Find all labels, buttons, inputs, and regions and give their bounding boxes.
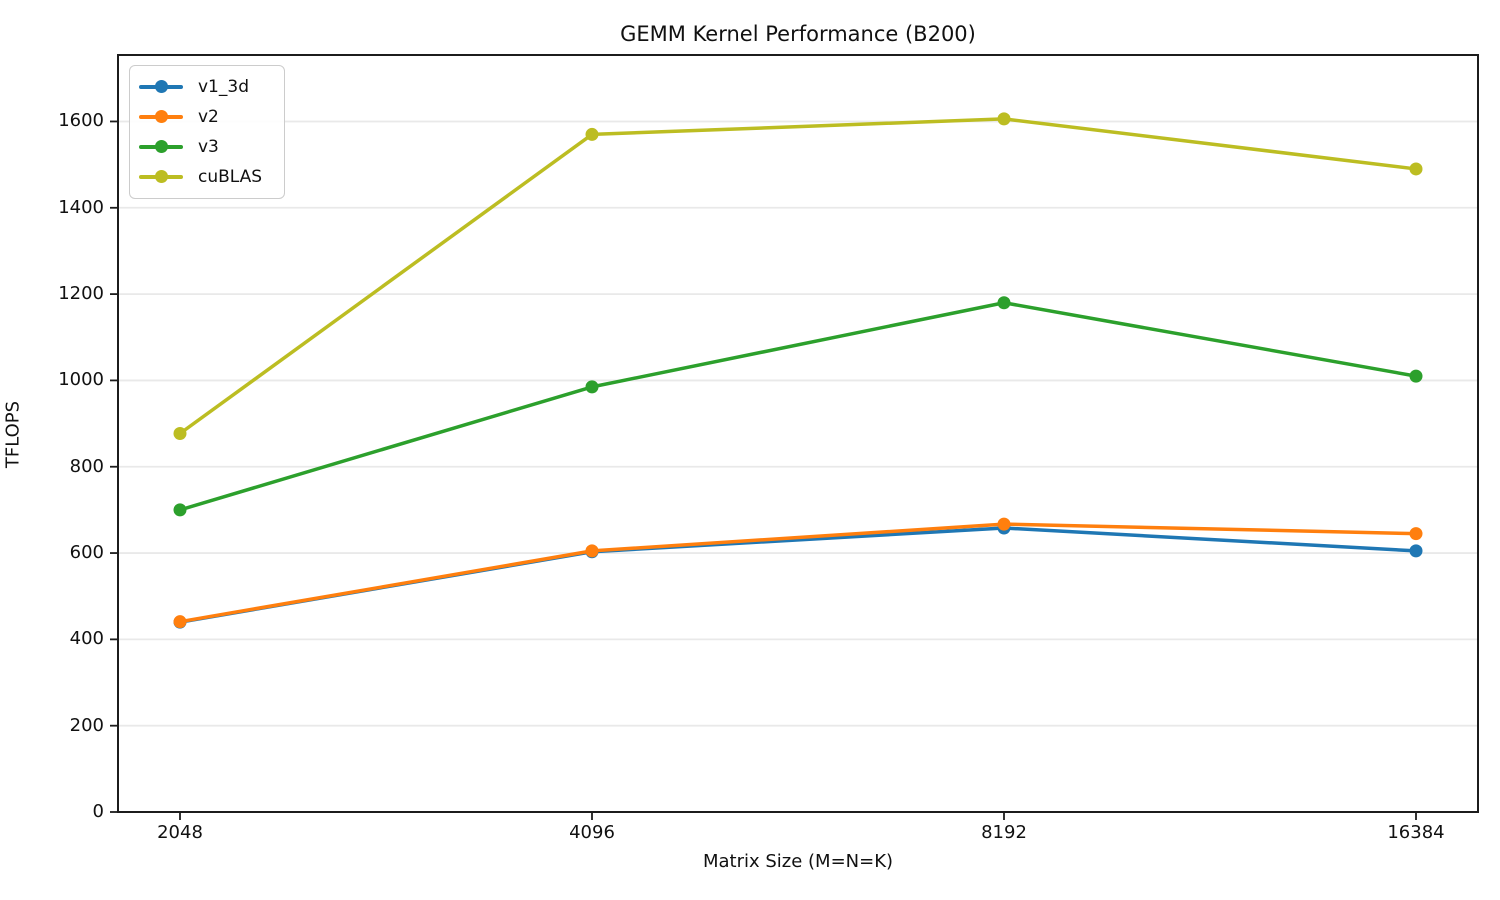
data-point-v2	[173, 615, 187, 629]
legend: v1_3d v2 v3 cuBLAS	[129, 65, 286, 199]
legend-label: v1_3d	[198, 77, 249, 97]
legend-marker-dot	[154, 170, 168, 183]
data-point-v2	[585, 544, 599, 558]
axes-spines	[117, 54, 1479, 813]
y-tick-label: 1000	[58, 369, 104, 391]
legend-line-marker-icon	[139, 102, 183, 132]
y-tick-label: 0	[92, 801, 104, 822]
data-point-v1_3d	[1409, 544, 1423, 558]
series-line-v3	[178, 300, 1418, 512]
x-tick-label: 8192	[981, 822, 1027, 843]
data-point-cuBLAS	[173, 427, 187, 440]
y-tick-label: 1400	[58, 196, 104, 218]
series-line-v2	[178, 522, 1418, 624]
data-point-v3	[1409, 369, 1423, 383]
legend-label: v2	[198, 107, 219, 127]
x-axis-label: Matrix Size (M=N=K)	[702, 851, 894, 872]
data-point-v3	[997, 296, 1011, 310]
data-point-v2	[997, 517, 1011, 531]
data-point-cuBLAS	[1409, 162, 1423, 176]
legend-line-marker-icon	[139, 132, 183, 162]
y-tick-label: 600	[69, 542, 104, 564]
series-line-v1_3d	[178, 526, 1418, 624]
x-tick-label: 4096	[569, 822, 615, 843]
x-tick-label: 16384	[1387, 822, 1445, 843]
y-tick-label: 200	[69, 714, 104, 736]
legend-item-v3: v3	[139, 132, 262, 162]
y-tick-label: 400	[69, 628, 104, 650]
data-point-cuBLAS	[997, 112, 1011, 126]
y-tick-label: 1600	[58, 110, 104, 132]
legend-item-cuBLAS: cuBLAS	[139, 162, 262, 192]
legend-line-marker-icon	[139, 162, 183, 192]
data-point-v3	[173, 503, 187, 517]
legend-marker-dot	[154, 80, 168, 93]
legend-item-v1_3d: v1_3d	[139, 72, 262, 102]
legend-marker-dot	[154, 140, 168, 153]
data-point-v2	[1409, 527, 1423, 541]
y-tick-label: 800	[69, 455, 104, 477]
legend-item-v2: v2	[139, 102, 262, 132]
x-tick-label: 2048	[157, 822, 203, 843]
legend-marker-dot	[154, 110, 168, 123]
chart-title: GEMM Kernel Performance (B200)	[620, 22, 976, 46]
data-point-v3	[585, 380, 599, 394]
y-tick-label: 1200	[58, 283, 104, 305]
legend-label: cuBLAS	[198, 167, 263, 187]
legend-line-marker-icon	[139, 72, 183, 102]
legend-label: v3	[198, 137, 219, 157]
data-point-cuBLAS	[585, 127, 599, 141]
series-line-cuBLAS	[178, 117, 1418, 436]
